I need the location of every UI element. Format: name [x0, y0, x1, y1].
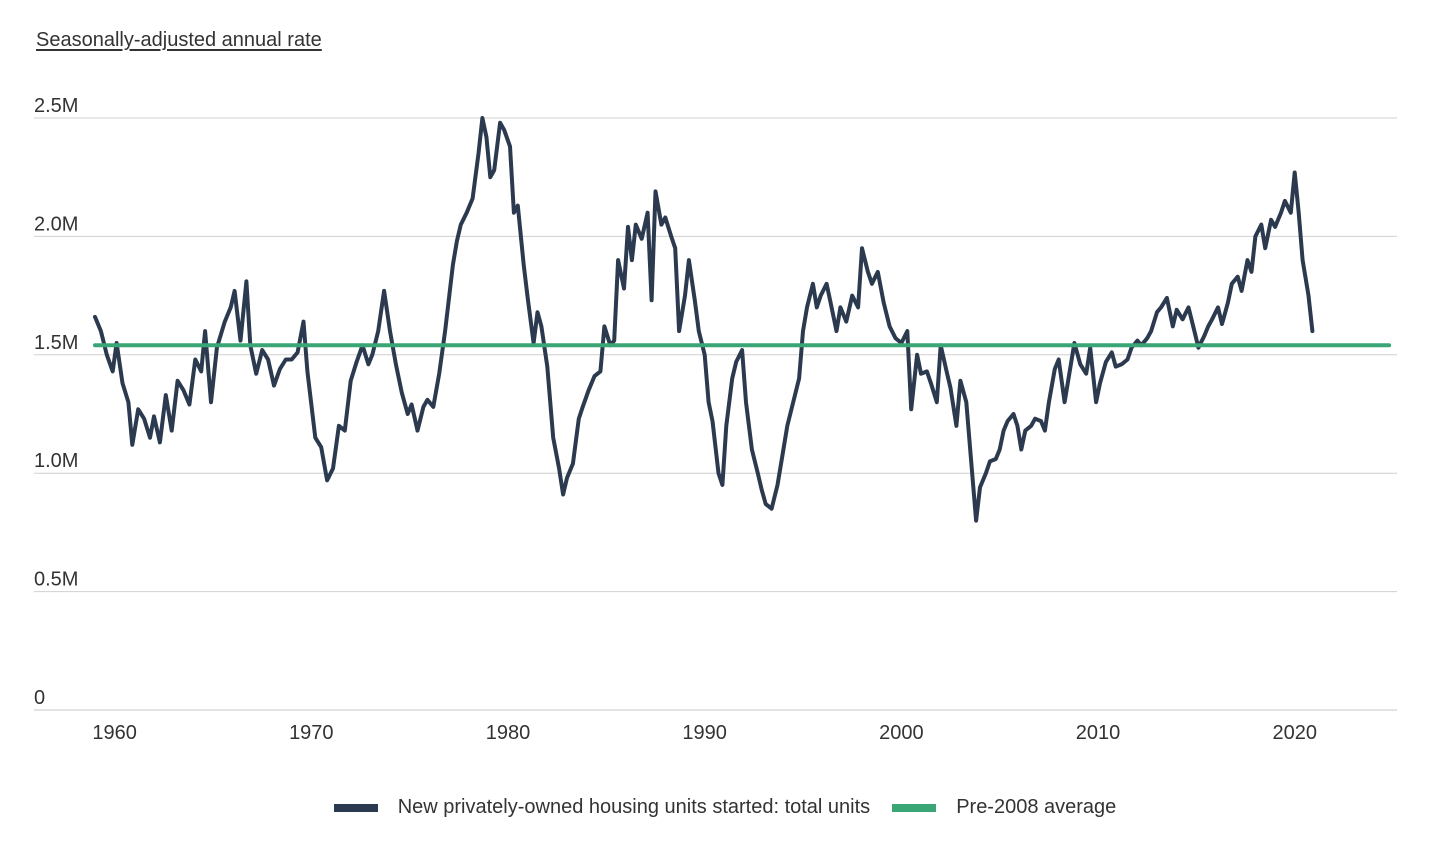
y-tick-label-3: 1.5M: [34, 332, 78, 354]
x-tick-label-6: 2020: [1272, 722, 1317, 744]
series-line-housing-starts: [93, 116, 1315, 523]
x-tick-label-0: 1960: [92, 722, 137, 744]
legend-label-housing-starts: New privately-owned housing units starte…: [397, 796, 871, 818]
x-tick-label-1: 1970: [289, 722, 334, 744]
legend-swatch-housing-starts: [333, 803, 378, 812]
legend-label-pre-2008-average: Pre-2008 average: [956, 796, 1117, 818]
y-axis-label: Seasonally-adjusted annual rate: [36, 29, 322, 51]
legend: New privately-owned housing units starte…: [0, 796, 1450, 819]
x-tick-label-5: 2010: [1076, 722, 1121, 744]
y-tick-label-2: 1.0M: [34, 450, 78, 472]
x-tick-label-2: 1980: [486, 722, 531, 744]
legend-item-pre-2008-average: Pre-2008 average: [892, 796, 1116, 819]
y-tick-label-5: 2.5M: [34, 95, 78, 117]
x-tick-label-3: 1990: [682, 722, 727, 744]
x-tick-label-4: 2000: [879, 722, 924, 744]
legend-swatch-pre-2008-average: [892, 803, 937, 812]
y-tick-label-1: 0.5M: [34, 569, 78, 591]
legend-item-housing-starts: New privately-owned housing units starte…: [333, 796, 871, 819]
y-tick-label-4: 2.0M: [34, 213, 78, 235]
y-tick-label-0: 0: [34, 687, 45, 709]
